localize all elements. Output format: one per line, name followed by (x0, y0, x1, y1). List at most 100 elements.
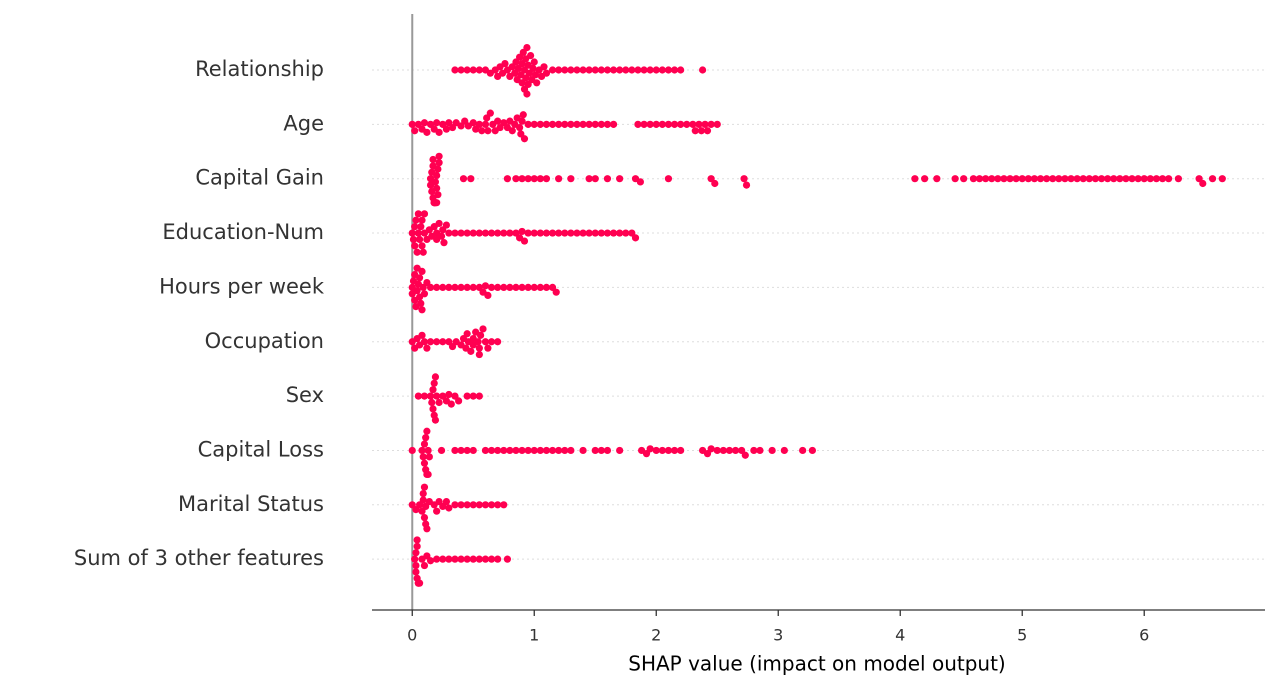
shap-point (494, 283, 502, 291)
shap-point (691, 127, 699, 135)
shap-point (616, 66, 624, 74)
shap-point (713, 120, 721, 128)
shap-point (457, 446, 465, 455)
shap-point (1030, 175, 1039, 183)
shap-point (418, 216, 426, 224)
shap-point (1122, 175, 1130, 183)
shap-point (486, 109, 494, 117)
x-tick-label: 4 (895, 626, 905, 645)
shap-point (1128, 175, 1136, 183)
shap-point (494, 117, 502, 125)
shap-point (435, 128, 443, 136)
shap-point (616, 175, 624, 183)
shap-point (423, 525, 431, 533)
shap-point (512, 446, 520, 455)
shap-point (670, 446, 679, 455)
shap-point (437, 232, 446, 240)
shap-point (475, 501, 483, 509)
shap-point (415, 274, 424, 282)
shap-point (1158, 175, 1167, 183)
x-tick-label: 2 (651, 626, 661, 645)
shap-point (988, 175, 996, 183)
shap-point (422, 434, 430, 442)
shap-point (494, 338, 502, 346)
shap-point (445, 229, 453, 237)
feature-label: Sex (286, 383, 324, 407)
shap-point (780, 446, 788, 455)
shap-point (603, 229, 612, 237)
shap-point (447, 400, 455, 408)
shap-point (585, 120, 593, 128)
shap-point (703, 127, 712, 135)
shap-point (457, 555, 465, 563)
shap-point (413, 542, 421, 550)
shap-point (579, 446, 587, 455)
shap-point (701, 120, 709, 128)
shap-point (445, 555, 453, 563)
feature-label: Capital Loss (198, 437, 324, 461)
shap-point (561, 229, 569, 237)
shap-point (506, 229, 514, 237)
shap-point (1165, 175, 1173, 183)
shap-point (750, 446, 758, 455)
shap-point (435, 219, 443, 228)
shap-point (433, 507, 441, 515)
shap-point (591, 175, 599, 183)
shap-point (1174, 175, 1182, 183)
shap-point (431, 416, 440, 424)
shap-point (445, 504, 453, 512)
shap-point (768, 446, 776, 455)
shap-point (433, 184, 441, 192)
shap-point (1061, 175, 1069, 183)
x-tick-label: 6 (1139, 626, 1149, 645)
shap-point (475, 120, 483, 128)
shap-point (500, 501, 508, 509)
shap-point (494, 555, 502, 563)
shap-point (481, 120, 490, 128)
shap-point (523, 90, 531, 98)
shap-point (741, 451, 749, 459)
shap-point (457, 229, 465, 237)
shap-point (442, 498, 451, 506)
shap-point (1104, 175, 1112, 183)
shap-point (412, 561, 420, 570)
shap-point (960, 175, 968, 183)
shap-point (435, 398, 443, 407)
shap-point (529, 64, 537, 72)
shap-point (434, 165, 442, 173)
shap-point (411, 127, 419, 135)
shap-point (585, 229, 593, 237)
shap-point (415, 579, 424, 587)
shap-point (429, 386, 437, 394)
shap-point (469, 283, 477, 291)
shap-point (426, 557, 435, 565)
shap-point (591, 66, 599, 74)
shap-point (536, 175, 544, 183)
shap-point (1000, 175, 1008, 183)
shap-point (756, 446, 764, 455)
shap-point (487, 555, 496, 563)
shap-point (463, 330, 471, 338)
shap-point (420, 392, 429, 400)
shap-point (437, 446, 446, 455)
shap-point (677, 120, 685, 128)
shap-point (418, 331, 426, 339)
shap-point (921, 175, 929, 183)
shap-point (413, 287, 421, 295)
shap-point (597, 229, 605, 237)
shap-point (442, 125, 451, 133)
shap-point (573, 66, 581, 74)
shap-point (506, 283, 514, 291)
shap-point (597, 66, 605, 74)
feature-label: Capital Gain (195, 166, 324, 190)
shap-point (658, 120, 666, 128)
shap-point (1085, 175, 1093, 183)
shap-point (1208, 175, 1217, 183)
shap-point (640, 120, 648, 128)
shap-point (567, 120, 575, 128)
shap-point (609, 120, 618, 128)
shap-point (579, 229, 587, 237)
shap-point (435, 159, 443, 167)
shap-point (408, 229, 416, 237)
shap-point (414, 210, 422, 218)
